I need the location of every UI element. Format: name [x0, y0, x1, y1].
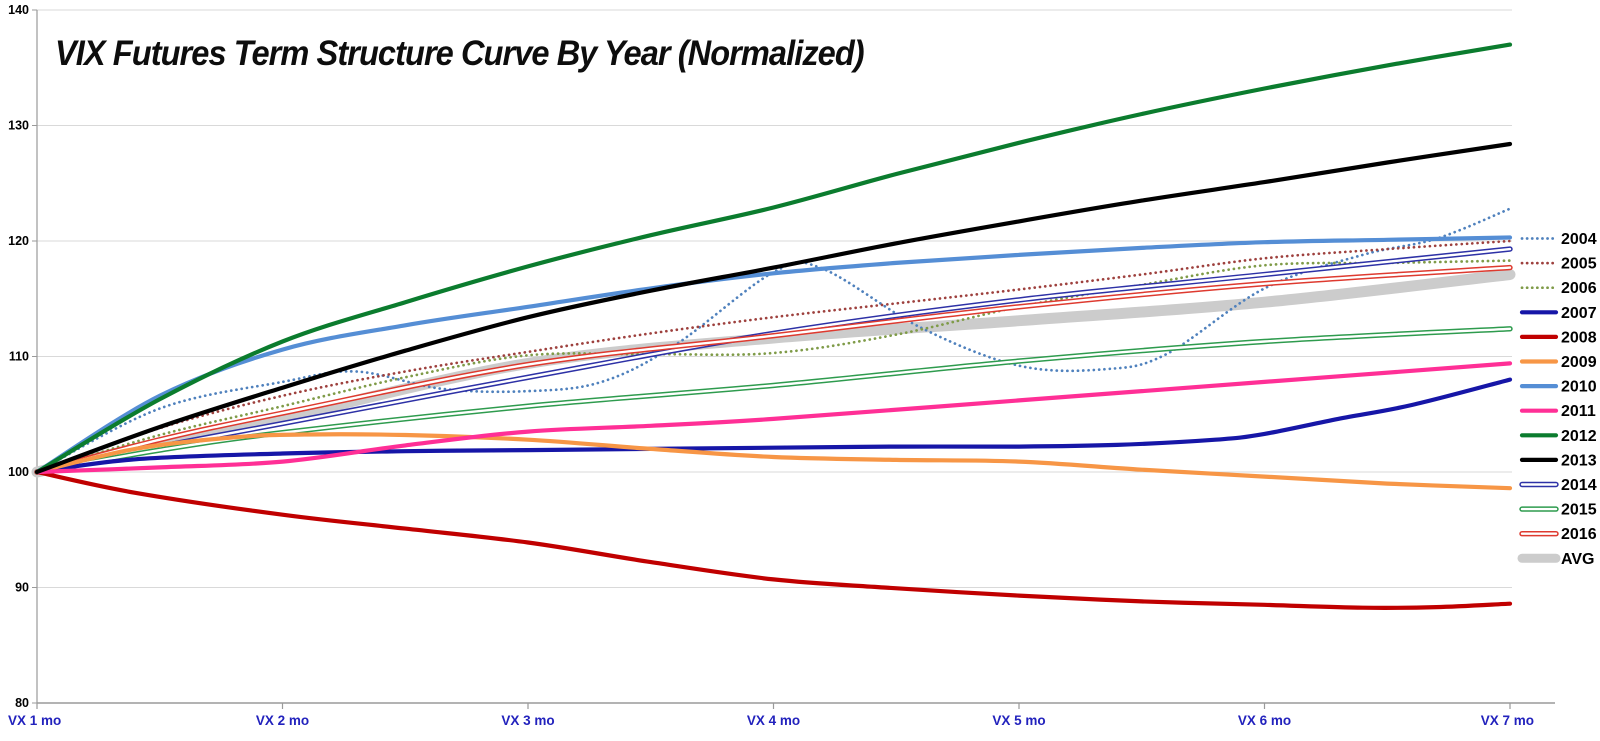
- y-axis-tick-label: 90: [15, 581, 29, 595]
- x-axis-tick-label: VX 5 mo: [992, 713, 1045, 728]
- legend-label-2016: 2016: [1561, 526, 1597, 543]
- legend-label-AVG: AVG: [1561, 551, 1594, 568]
- legend-item-2015: 2015: [1519, 502, 1597, 519]
- series-line-2011: [34, 361, 1513, 475]
- series-line-inner-2015: [35, 327, 1512, 474]
- legend-label-2005: 2005: [1561, 256, 1597, 273]
- legend-label-2006: 2006: [1561, 280, 1597, 297]
- legend-item-2016: 2016: [1519, 526, 1597, 543]
- legend-item-2011: 2011: [1519, 403, 1596, 420]
- legend-item-2014: 2014: [1519, 477, 1597, 494]
- x-axis-tick-label: VX 3 mo: [501, 713, 554, 728]
- series-line-AVG: [31, 269, 1516, 478]
- chart-title: VIX Futures Term Structure Curve By Year…: [55, 34, 865, 73]
- x-axis-tick-label: VX 6 mo: [1238, 713, 1291, 728]
- y-axis-tick-label: 120: [8, 234, 29, 248]
- legend-label-2013: 2013: [1561, 452, 1597, 469]
- legend-item-2005: 2005: [1520, 256, 1597, 273]
- legend-label-2004: 2004: [1561, 231, 1597, 248]
- y-axis-tick-label: 140: [8, 3, 29, 17]
- y-axis-tick-label: 80: [15, 696, 29, 710]
- series-line-2012: [34, 42, 1513, 475]
- legend-label-2015: 2015: [1561, 502, 1597, 519]
- series-line-2010: [34, 235, 1513, 475]
- legend-item-2012: 2012: [1519, 428, 1597, 445]
- series-line-2006: [35, 259, 1512, 474]
- x-axis-tick-label: VX 2 mo: [256, 713, 309, 728]
- legend-item-AVG: AVG: [1517, 551, 1594, 568]
- series-line-inner-2016: [35, 266, 1512, 474]
- legend-item-2013: 2013: [1519, 452, 1597, 469]
- legend-label-2007: 2007: [1561, 305, 1597, 322]
- series-line-2009: [34, 432, 1513, 491]
- legend-item-2004: 2004: [1520, 231, 1597, 248]
- legend-label-2008: 2008: [1561, 329, 1597, 346]
- series-line-2013: [34, 141, 1513, 475]
- legend-item-2010: 2010: [1519, 379, 1597, 396]
- legend-label-2014: 2014: [1561, 477, 1597, 494]
- legend-label-2010: 2010: [1561, 379, 1597, 396]
- y-axis-tick-label: 110: [9, 350, 29, 364]
- series-line-2008: [34, 469, 1513, 610]
- x-axis-tick-label: VX 4 mo: [747, 713, 800, 728]
- legend-item-2006: 2006: [1520, 280, 1597, 297]
- x-axis-tick-label: VX 1 mo: [8, 713, 61, 728]
- legend-item-2007: 2007: [1519, 305, 1597, 322]
- legend-item-2009: 2009: [1519, 354, 1597, 371]
- legend-item-2008: 2008: [1519, 329, 1597, 346]
- y-axis-tick-label: 130: [8, 119, 29, 133]
- legend-label-2009: 2009: [1561, 354, 1597, 371]
- x-axis-tick-label: VX 7 mo: [1481, 713, 1534, 728]
- legend-label-2011: 2011: [1561, 403, 1596, 420]
- legend-label-2012: 2012: [1561, 428, 1597, 445]
- series-line-2007: [34, 377, 1513, 475]
- y-axis-tick-label: 100: [8, 465, 29, 479]
